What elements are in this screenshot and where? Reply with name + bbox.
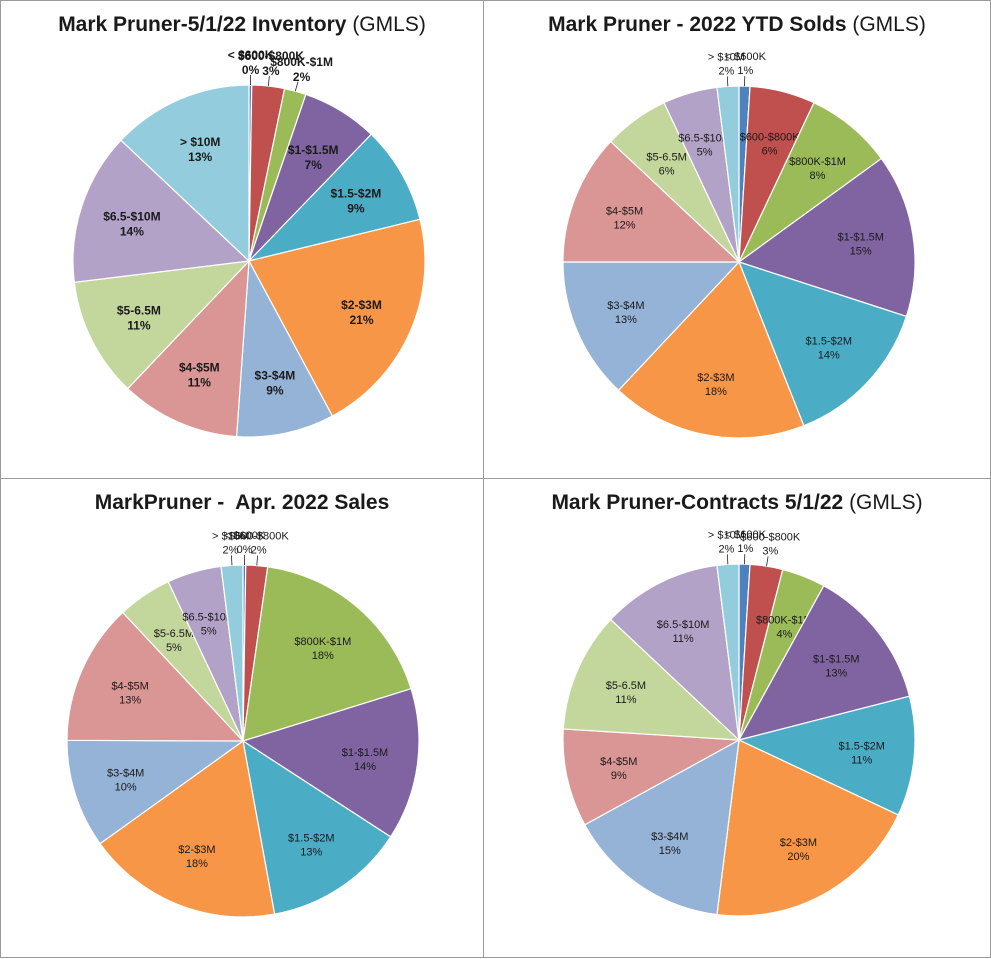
pie-chart-contracts: < $600K1%$600-$800K3%$800K-$1M4%$1-$1.5M… bbox=[484, 479, 991, 959]
slice-label-5-6-5m: $5-6.5M bbox=[154, 628, 194, 640]
slice-label-5-6-5m: $5-6.5M bbox=[117, 303, 161, 317]
slice-percent-1-1-5m: 14% bbox=[354, 761, 376, 773]
slice-percent-2-3m: 18% bbox=[186, 858, 208, 870]
slice-percent-10m: 2% bbox=[718, 543, 734, 555]
slice-percent-600k: 1% bbox=[737, 65, 753, 77]
slice-label-3-4m: $3-$4M bbox=[107, 768, 144, 780]
slice-percent-3-4m: 9% bbox=[266, 384, 284, 398]
slice-percent-6-5-10m: 14% bbox=[120, 225, 144, 239]
slice-label-6-5-10m: $6.5-$10M bbox=[103, 210, 160, 224]
slice-label-4-5m: $4-$5M bbox=[600, 756, 637, 768]
slice-percent-600k: 1% bbox=[737, 543, 753, 555]
slice-label-1-1-5m: $1-$1.5M bbox=[288, 143, 339, 157]
slice-percent-10m: 13% bbox=[188, 150, 212, 164]
slice-percent-800k-1m: 2% bbox=[293, 70, 311, 84]
slice-percent-2-3m: 20% bbox=[787, 851, 809, 863]
slice-percent-4-5m: 11% bbox=[188, 376, 212, 390]
slice-percent-1-1-5m: 7% bbox=[305, 158, 323, 172]
slice-label-6-5-10m: $6.5-$10M bbox=[657, 619, 710, 631]
slice-percent-1-5-2m: 14% bbox=[818, 349, 840, 361]
slice-percent-3-4m: 15% bbox=[659, 845, 681, 857]
pie-chart-inventory: < $600K0%$600-$800K3%$800K-$1M2%$1-$1.5M… bbox=[1, 1, 485, 480]
slice-label-1-5-2m: $1.5-$2M bbox=[838, 741, 884, 753]
leader-line bbox=[767, 556, 769, 566]
slice-percent-600k: 0% bbox=[242, 63, 260, 77]
slice-label-3-4m: $3-$4M bbox=[651, 831, 688, 843]
chart-panel-inventory: Mark Pruner-5/1/22 Inventory (GMLS) < $6… bbox=[0, 0, 484, 479]
slice-label-800k-1m: $800K-$1M bbox=[789, 156, 846, 168]
slice-label-5-6-5m: $5-6.5M bbox=[646, 151, 686, 163]
slice-label-3-4m: $3-$4M bbox=[255, 369, 296, 383]
slice-label-1-1-5m: $1-$1.5M bbox=[813, 654, 859, 666]
slice-label-1-5-2m: $1.5-$2M bbox=[288, 833, 334, 845]
slice-percent-5-6-5m: 5% bbox=[166, 642, 182, 654]
slice-percent-4-5m: 12% bbox=[613, 220, 635, 232]
slice-label-2-3m: $2-$3M bbox=[697, 372, 734, 384]
slice-percent-1-5-2m: 11% bbox=[851, 755, 872, 767]
slice-label-2-3m: $2-$3M bbox=[178, 844, 215, 856]
chart-panel-contracts: Mark Pruner-Contracts 5/1/22 (GMLS) < $6… bbox=[483, 478, 991, 958]
slice-label-4-5m: $4-$5M bbox=[111, 681, 148, 693]
slice-label-800k-1m: $800K-$1M bbox=[270, 55, 333, 69]
slice-percent-1-5-2m: 13% bbox=[300, 847, 322, 859]
leader-line bbox=[231, 555, 232, 565]
slice-percent-600-800k: 2% bbox=[251, 545, 267, 557]
slice-percent-10m: 2% bbox=[718, 65, 734, 77]
slice-label-10m: > $10M bbox=[212, 530, 249, 542]
slice-percent-800k-1m: 8% bbox=[810, 170, 826, 182]
slice-label-5-6-5m: $5-6.5M bbox=[606, 680, 646, 692]
slice-label-1-1-5m: $1-$1.5M bbox=[342, 747, 388, 759]
slice-percent-600-800k: 6% bbox=[762, 146, 778, 158]
slice-label-1-5-2m: $1.5-$2M bbox=[331, 187, 382, 201]
pie-chart-ytd-solds: < $600K1%$600-$800K6%$800K-$1M8%$1-$1.5M… bbox=[484, 1, 991, 480]
slice-percent-3-4m: 13% bbox=[615, 314, 637, 326]
slice-percent-5-6-5m: 11% bbox=[615, 694, 636, 706]
slice-label-600-800k: $600-$800K bbox=[740, 532, 801, 544]
leader-line bbox=[257, 556, 258, 566]
slice-percent-6-5-10m: 11% bbox=[672, 633, 693, 645]
slice-label-10m: > $10M bbox=[708, 529, 745, 541]
slice-percent-800k-1m: 4% bbox=[776, 629, 792, 641]
slice-label-10m: > $10M bbox=[180, 135, 220, 149]
slice-label-3-4m: $3-$4M bbox=[607, 300, 644, 312]
slice-percent-2-3m: 18% bbox=[705, 386, 727, 398]
slice-label-2-3m: $2-$3M bbox=[341, 298, 382, 312]
slice-percent-600-800k: 3% bbox=[762, 546, 778, 558]
slice-percent-1-1-5m: 15% bbox=[850, 246, 872, 258]
slice-label-1-5-2m: $1.5-$2M bbox=[806, 335, 852, 347]
slice-percent-10m: 2% bbox=[223, 544, 239, 556]
slice-percent-1-1-5m: 13% bbox=[825, 668, 847, 680]
chart-panel-ytd-solds: Mark Pruner - 2022 YTD Solds (GMLS) < $6… bbox=[483, 0, 991, 479]
slice-percent-3-4m: 10% bbox=[115, 782, 137, 794]
slice-percent-4-5m: 13% bbox=[119, 695, 141, 707]
slice-percent-5-6-5m: 6% bbox=[659, 165, 675, 177]
slice-label-10m: > $10M bbox=[708, 51, 745, 63]
slice-percent-1-5-2m: 9% bbox=[347, 202, 365, 216]
slice-percent-5-6-5m: 11% bbox=[127, 318, 151, 332]
slice-label-4-5m: $4-$5M bbox=[606, 206, 643, 218]
slice-label-4-5m: $4-$5M bbox=[179, 361, 220, 375]
leader-line bbox=[727, 554, 728, 564]
slice-percent-6-5-10m: 5% bbox=[201, 626, 217, 638]
slice-label-1-1-5m: $1-$1.5M bbox=[837, 232, 883, 244]
pie-chart-apr-sales: < $600K0%$600-$800K2%$800K-$1M18%$1-$1.5… bbox=[1, 479, 485, 959]
slice-label-800k-1m: $800K-$1M bbox=[294, 636, 351, 648]
slice-percent-6-5-10m: 5% bbox=[697, 147, 713, 159]
slice-percent-4-5m: 9% bbox=[611, 770, 627, 782]
slice-percent-800k-1m: 18% bbox=[312, 650, 334, 662]
slice-label-600-800k: $600-$800K bbox=[740, 132, 801, 144]
slice-label-2-3m: $2-$3M bbox=[780, 837, 817, 849]
leader-line bbox=[727, 76, 728, 86]
slice-percent-2-3m: 21% bbox=[349, 313, 373, 327]
